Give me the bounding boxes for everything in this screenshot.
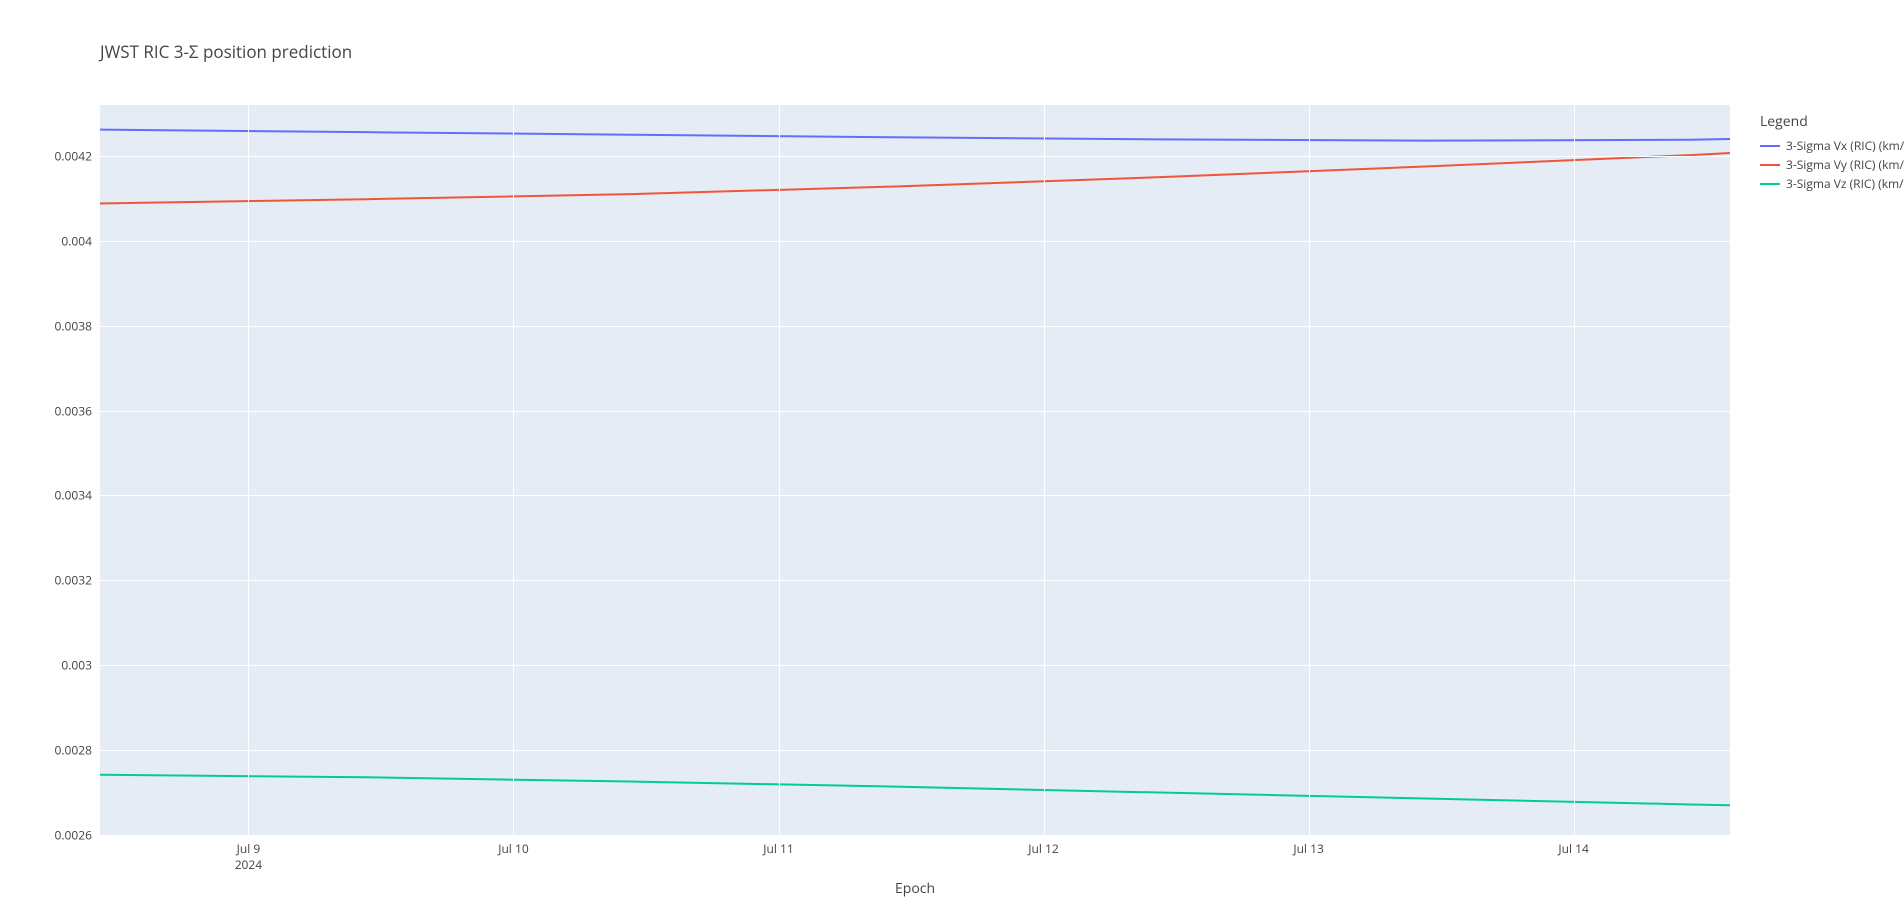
gridline-vertical <box>1309 105 1310 835</box>
plot-area[interactable]: 0.00260.00280.0030.00320.00340.00360.003… <box>100 105 1730 835</box>
x-tick-label: Jul 12 <box>1028 841 1058 857</box>
series-line[interactable] <box>100 775 1730 806</box>
legend-swatch <box>1760 183 1780 185</box>
legend-label: 3-Sigma Vy (RIC) (km/s) <box>1786 156 1904 173</box>
gridline-horizontal <box>100 156 1730 157</box>
series-svg <box>100 105 1730 835</box>
gridline-horizontal <box>100 580 1730 581</box>
legend-item[interactable]: 3-Sigma Vz (RIC) (km/s) <box>1760 175 1904 192</box>
y-tick-label: 0.0036 <box>55 402 92 419</box>
y-tick-label: 0.0038 <box>55 317 92 334</box>
x-tick-label: Jul 92024 <box>235 841 262 872</box>
legend-label: 3-Sigma Vz (RIC) (km/s) <box>1786 175 1904 192</box>
gridline-vertical <box>779 105 780 835</box>
gridline-vertical <box>248 105 249 835</box>
legend-item[interactable]: 3-Sigma Vx (RIC) (km/s) <box>1760 137 1904 154</box>
x-axis-title: Epoch <box>895 879 935 898</box>
gridline-horizontal <box>100 326 1730 327</box>
chart-container: JWST RIC 3-Σ position prediction 0.00260… <box>0 0 1904 911</box>
y-tick-label: 0.0028 <box>55 742 92 759</box>
x-tick-label: Jul 10 <box>498 841 528 857</box>
gridline-vertical <box>1044 105 1045 835</box>
legend-item[interactable]: 3-Sigma Vy (RIC) (km/s) <box>1760 156 1904 173</box>
gridline-horizontal <box>100 495 1730 496</box>
gridline-horizontal <box>100 241 1730 242</box>
legend-swatch <box>1760 164 1780 166</box>
chart-title: JWST RIC 3-Σ position prediction <box>100 40 352 63</box>
gridline-horizontal <box>100 665 1730 666</box>
gridline-vertical <box>513 105 514 835</box>
x-tick-label: Jul 14 <box>1558 841 1588 857</box>
legend-swatch <box>1760 145 1780 147</box>
gridline-horizontal <box>100 835 1730 836</box>
legend-label: 3-Sigma Vx (RIC) (km/s) <box>1786 137 1904 154</box>
y-tick-label: 0.0042 <box>55 147 92 164</box>
y-tick-label: 0.0026 <box>55 827 92 844</box>
x-tick-label: Jul 11 <box>763 841 793 857</box>
x-tick-label: Jul 13 <box>1293 841 1323 857</box>
series-line[interactable] <box>100 130 1730 141</box>
gridline-horizontal <box>100 411 1730 412</box>
gridline-vertical <box>1574 105 1575 835</box>
series-line[interactable] <box>100 153 1730 204</box>
gridline-horizontal <box>100 750 1730 751</box>
y-tick-label: 0.003 <box>61 657 92 674</box>
y-tick-label: 0.004 <box>61 232 92 249</box>
y-tick-label: 0.0034 <box>55 487 92 504</box>
legend-title: Legend <box>1760 112 1904 131</box>
y-tick-label: 0.0032 <box>55 572 92 589</box>
x-tick-sublabel: 2024 <box>235 857 262 873</box>
legend: Legend 3-Sigma Vx (RIC) (km/s) 3-Sigma Vy… <box>1760 112 1904 194</box>
